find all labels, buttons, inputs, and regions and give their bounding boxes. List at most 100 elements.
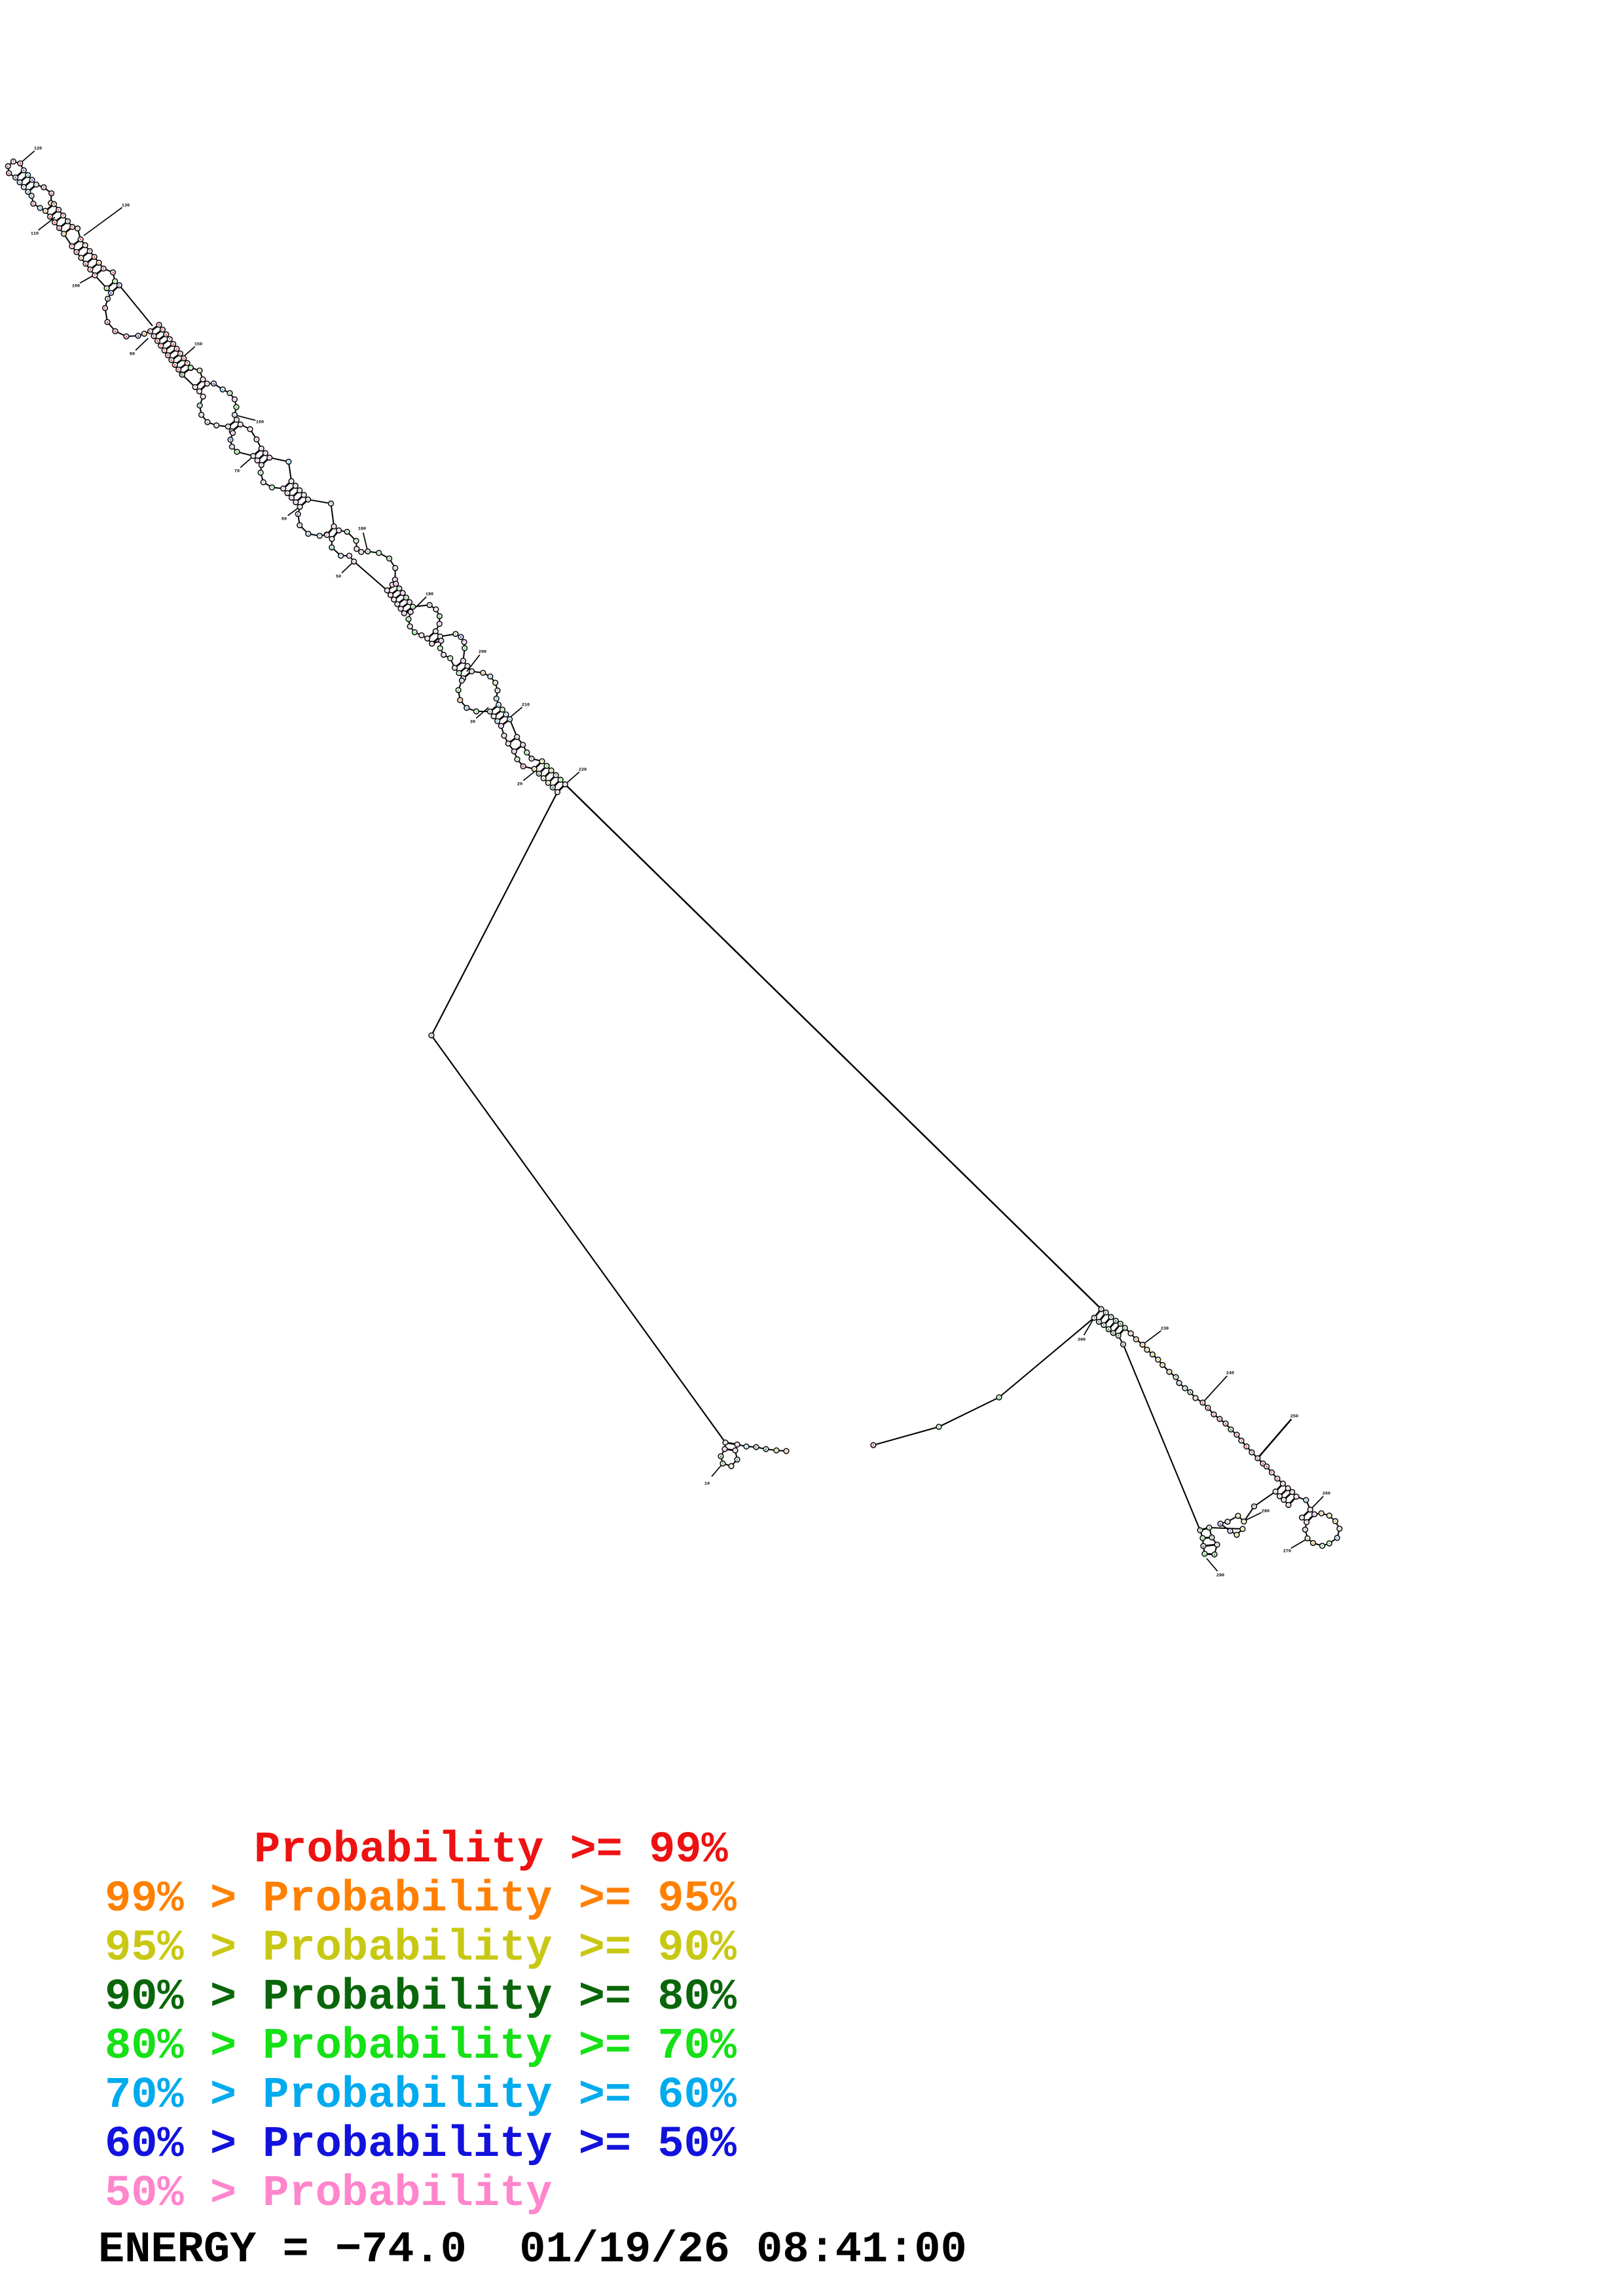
svg-text:G: G	[1115, 1319, 1117, 1323]
svg-text:T: T	[1130, 1332, 1132, 1336]
svg-text:A: A	[1207, 1407, 1209, 1410]
svg-text:A: A	[1305, 1499, 1307, 1503]
svg-text:A: A	[1157, 1358, 1159, 1362]
svg-text:A: A	[1237, 1515, 1239, 1518]
svg-text:C: C	[149, 330, 151, 334]
svg-text:A: A	[440, 639, 443, 643]
svg-text:110: 110	[31, 231, 39, 236]
svg-text:T: T	[1321, 1545, 1323, 1549]
svg-text:200: 200	[479, 649, 486, 655]
svg-text:T: T	[721, 1462, 723, 1466]
svg-text:A: A	[494, 681, 497, 685]
svg-text:C: C	[1256, 1457, 1258, 1461]
svg-text:A: A	[143, 332, 146, 336]
svg-text:T: T	[303, 493, 305, 497]
svg-text:G: G	[1262, 1462, 1264, 1466]
svg-text:A: A	[114, 330, 117, 334]
svg-text:C: C	[215, 424, 217, 428]
svg-text:95% > Probability >= 90%: 95% > Probability >= 90%	[105, 1924, 737, 1973]
svg-text:A: A	[31, 179, 33, 183]
svg-text:ENERGY = −74.0 01/19/26 08:41: ENERGY = −74.0 01/19/26 08:41:00	[98, 2225, 967, 2275]
svg-text:C: C	[162, 329, 164, 332]
svg-text:T: T	[734, 1449, 736, 1453]
svg-text:T: T	[1110, 1316, 1112, 1319]
svg-text:A: A	[723, 1448, 726, 1452]
svg-text:G: G	[394, 579, 396, 583]
svg-text:T: T	[392, 583, 393, 587]
svg-text:A: A	[498, 704, 500, 708]
svg-text:G: G	[534, 768, 536, 772]
svg-text:C: C	[35, 183, 37, 187]
svg-text:A: A	[1224, 1422, 1227, 1426]
svg-text:A: A	[45, 209, 47, 213]
svg-text:A: A	[261, 447, 263, 451]
svg-text:50: 50	[336, 574, 341, 579]
svg-text:G: G	[199, 404, 201, 408]
svg-text:A: A	[1219, 1522, 1222, 1526]
svg-text:C: C	[360, 550, 362, 554]
svg-text:A: A	[509, 718, 511, 722]
svg-text:T: T	[390, 594, 392, 598]
svg-text:T: T	[194, 386, 196, 389]
svg-text:C: C	[1235, 1534, 1237, 1537]
svg-text:C: C	[175, 348, 177, 351]
svg-text:T: T	[107, 297, 109, 301]
svg-text:C: C	[526, 751, 528, 755]
svg-text:T: T	[1098, 1320, 1100, 1324]
svg-text:A: A	[27, 190, 29, 194]
svg-text:C: C	[290, 480, 292, 484]
svg-text:T: T	[1309, 1508, 1311, 1512]
svg-text:G: G	[1218, 1418, 1220, 1422]
svg-text:A: A	[264, 452, 267, 456]
svg-text:C: C	[461, 679, 463, 683]
svg-text:G: G	[454, 666, 456, 670]
svg-text:G: G	[228, 392, 230, 396]
svg-text:G: G	[409, 601, 410, 605]
svg-text:C: C	[501, 708, 503, 712]
svg-text:C: C	[356, 548, 357, 552]
svg-text:C: C	[1103, 1323, 1104, 1327]
svg-text:G: G	[550, 769, 552, 773]
svg-text:T: T	[340, 554, 342, 558]
svg-text:C: C	[435, 608, 437, 612]
svg-text:A: A	[489, 675, 492, 679]
svg-text:G: G	[1213, 1553, 1215, 1557]
svg-text:T: T	[555, 774, 557, 778]
svg-text:T: T	[330, 502, 332, 506]
svg-text:270: 270	[1283, 1549, 1291, 1554]
svg-text:A: A	[1208, 1526, 1211, 1530]
svg-text:120: 120	[34, 146, 42, 151]
svg-text:T: T	[67, 220, 69, 224]
svg-text:T: T	[1279, 1495, 1281, 1499]
svg-text:C: C	[1122, 1343, 1124, 1347]
svg-text:260: 260	[1322, 1491, 1330, 1496]
svg-text:T: T	[507, 742, 509, 746]
svg-text:G: G	[775, 1449, 777, 1453]
svg-text:A: A	[1230, 1428, 1232, 1432]
svg-text:G: G	[439, 615, 441, 619]
svg-text:C: C	[103, 267, 105, 271]
svg-text:G: G	[724, 1441, 726, 1445]
svg-text:G: G	[522, 744, 524, 747]
svg-text:C: C	[58, 208, 60, 212]
svg-text:T: T	[94, 274, 96, 278]
svg-text:G: G	[1203, 1552, 1205, 1556]
svg-text:T: T	[355, 539, 357, 543]
svg-text:C: C	[257, 459, 259, 463]
svg-text:A: A	[872, 1444, 875, 1448]
svg-text:T: T	[84, 244, 86, 248]
svg-text:A: A	[489, 710, 492, 714]
svg-text:A: A	[177, 368, 180, 372]
svg-text:A: A	[1226, 1520, 1229, 1524]
svg-text:A: A	[200, 414, 203, 418]
svg-text:A: A	[720, 1455, 722, 1459]
svg-text:C: C	[346, 530, 348, 534]
svg-text:G: G	[1201, 1537, 1203, 1541]
svg-text:C: C	[114, 280, 116, 284]
svg-text:A: A	[50, 192, 53, 196]
svg-text:50% > Probability: 50% > Probability	[105, 2169, 553, 2219]
svg-text:T: T	[393, 598, 395, 602]
svg-text:C: C	[32, 202, 34, 206]
svg-text:T: T	[1093, 1316, 1095, 1320]
svg-text:G: G	[1135, 1338, 1137, 1342]
